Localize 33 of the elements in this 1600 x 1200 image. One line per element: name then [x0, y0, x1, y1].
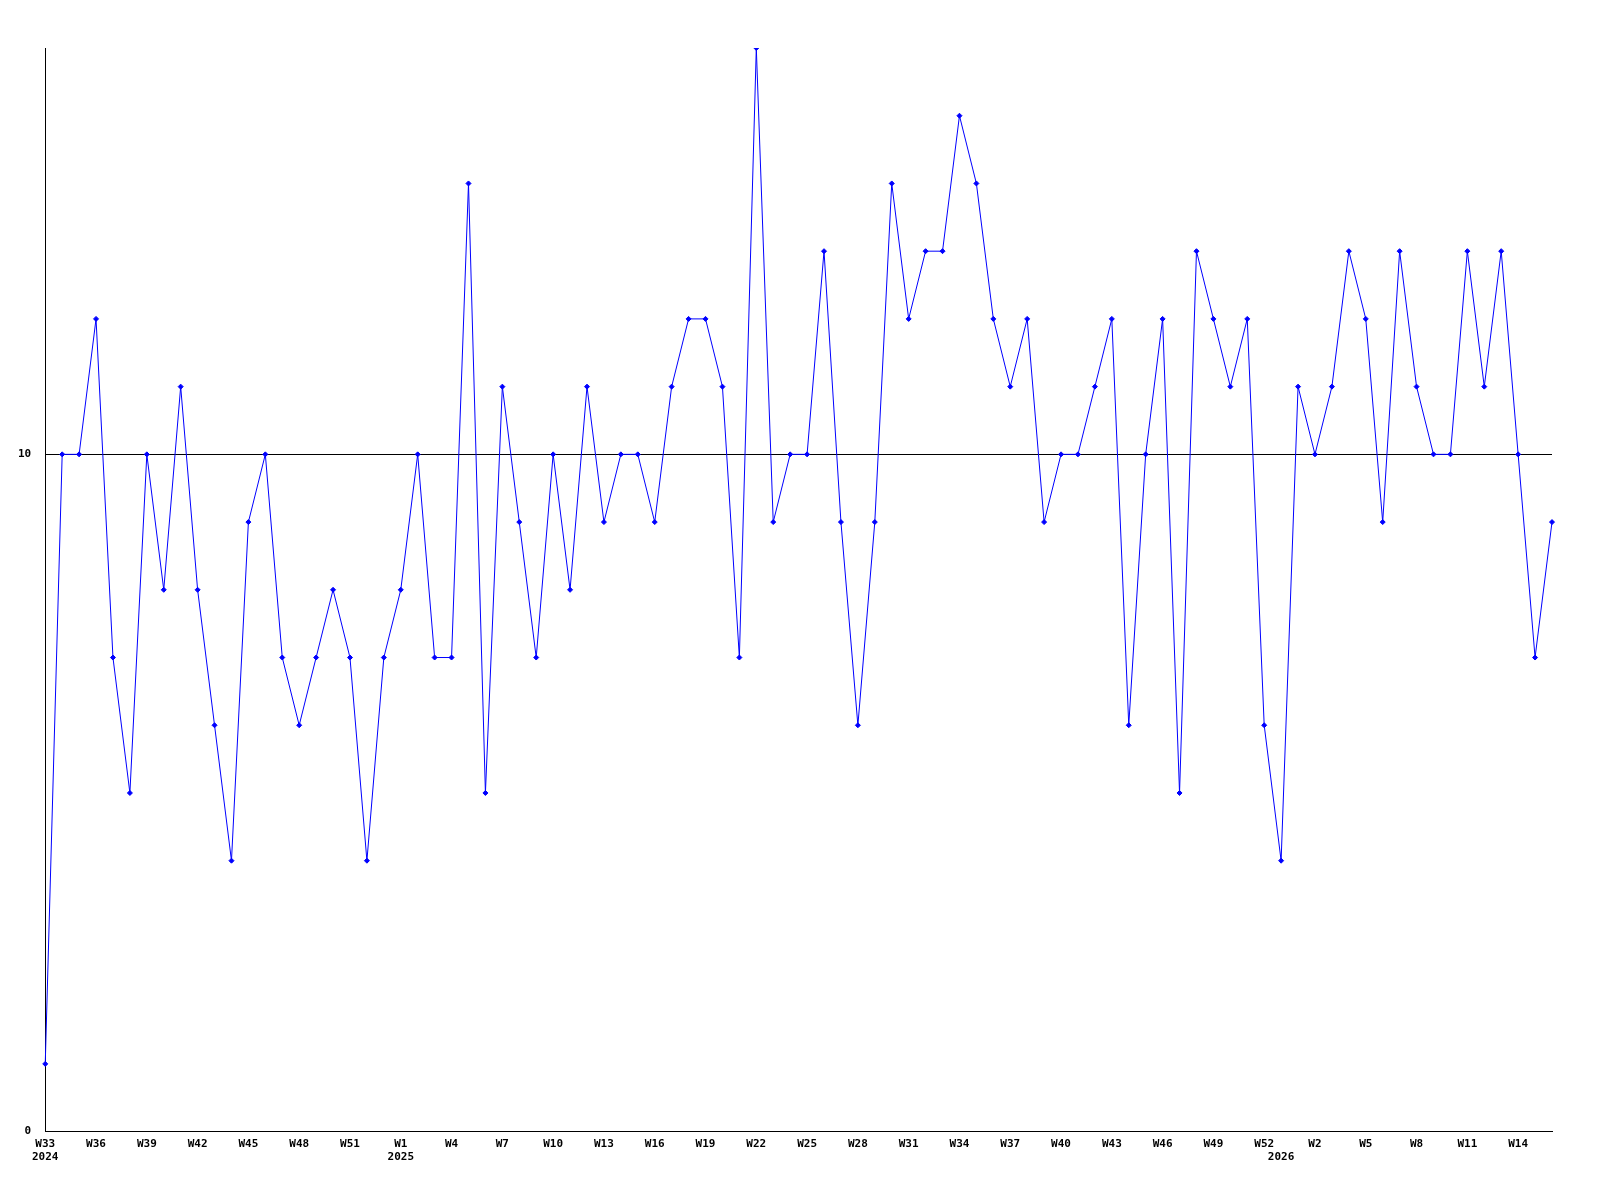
x-tick-label: W31: [898, 1137, 919, 1151]
x-tick-label: W2: [1308, 1137, 1322, 1151]
x-tick-label: W52: [1254, 1137, 1275, 1151]
x-tick-label: W19: [695, 1137, 716, 1151]
x-tick-label: W5: [1359, 1137, 1373, 1151]
x-tick-label: W45: [238, 1137, 259, 1151]
x-tick-label: W42: [187, 1137, 208, 1151]
y-tick-label: 10: [18, 447, 32, 461]
x-tick-label: W49: [1203, 1137, 1224, 1151]
x-tick-label: 2026: [1267, 1150, 1295, 1164]
x-tick-label: W13: [593, 1137, 614, 1151]
x-tick-label: W7: [495, 1137, 509, 1151]
x-tick-label: W37: [1000, 1137, 1021, 1151]
x-tick-label: W39: [136, 1137, 157, 1151]
x-tick-label: W40: [1051, 1137, 1071, 1151]
x-tick-label: W48: [289, 1137, 310, 1151]
x-tick-label: W51: [340, 1137, 361, 1151]
x-tick-label: W34: [949, 1137, 970, 1151]
x-tick-label: W8: [1409, 1137, 1424, 1151]
x-tick-label: W14: [1508, 1137, 1529, 1151]
x-tick-label: W11: [1457, 1137, 1478, 1151]
x-tick-label: W46: [1152, 1137, 1173, 1151]
x-tick-label: W4: [444, 1137, 459, 1151]
x-tick-label: W33 2024: [32, 1137, 59, 1164]
x-tick-label: W36: [86, 1137, 107, 1151]
x-tick-label: W25: [797, 1137, 818, 1151]
x-tick-label: W16: [644, 1137, 666, 1151]
x-tick-label: W28: [847, 1137, 868, 1151]
x-tick-label: W10: [543, 1137, 564, 1151]
x-tick-label: W1 2025: [387, 1137, 415, 1164]
y-tick-label: 0: [24, 1124, 32, 1138]
x-tick-label: W43: [1101, 1137, 1122, 1151]
x-tick-label: W22: [746, 1137, 767, 1151]
